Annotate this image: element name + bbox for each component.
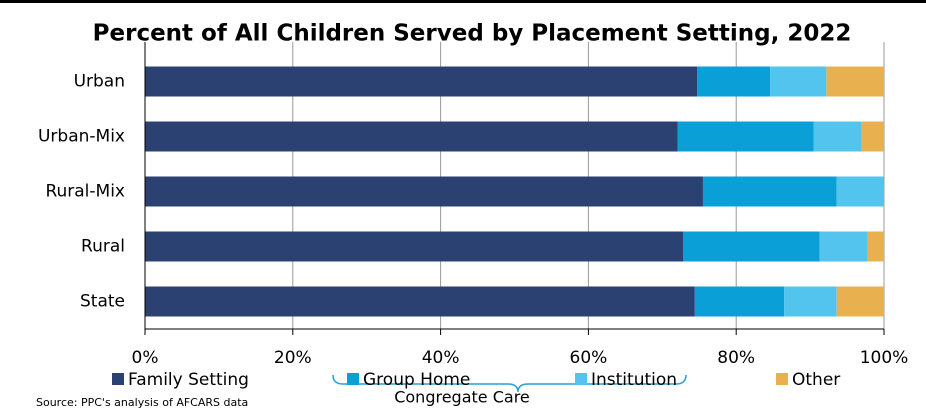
bar-segment: [697, 66, 771, 97]
bar-segment: [145, 286, 695, 317]
legend-label: Institution: [591, 370, 677, 390]
x-tick-label: 60%: [570, 348, 608, 368]
top-border: [0, 0, 926, 3]
x-tick-label: 0%: [132, 348, 159, 368]
bar-segment: [682, 231, 820, 262]
bar-segment: [861, 121, 884, 152]
y-tick-label: Rural: [81, 237, 125, 257]
y-tick-label: Urban: [74, 72, 125, 92]
y-tick-label: Urban-Mix: [38, 127, 125, 147]
legend-label: Group Home: [363, 370, 470, 390]
annotation: Congregate Care: [394, 388, 530, 407]
bar-segment: [145, 121, 678, 152]
bar-segment: [826, 66, 884, 97]
y-tick-label: Rural-Mix: [45, 182, 125, 202]
legend-label: Family Setting: [128, 370, 249, 390]
legend-swatch: [347, 373, 359, 385]
x-tick-label: 100%: [860, 348, 909, 368]
chart-title: Percent of All Children Served by Placem…: [93, 21, 852, 47]
bar-segment: [145, 176, 703, 207]
y-tick-label: State: [80, 292, 125, 312]
legend-swatch: [112, 373, 124, 385]
x-tick-label: 80%: [717, 348, 755, 368]
bar-segment: [145, 231, 683, 262]
bar-segment: [813, 121, 862, 152]
brace: [332, 374, 687, 393]
legend-swatch: [575, 373, 587, 385]
bar-segment: [145, 66, 698, 97]
bar-segment: [770, 66, 827, 97]
bar-segment: [702, 176, 837, 207]
bar-segment: [836, 176, 884, 207]
bar-segment: [819, 231, 868, 262]
legend-swatch: [776, 373, 788, 385]
x-tick-label: 40%: [422, 348, 460, 368]
legend-label: Other: [792, 370, 840, 390]
bar-segment: [677, 121, 814, 152]
source: Source: PPC's analysis of AFCARS data: [36, 396, 248, 409]
bar-segment: [784, 286, 837, 317]
x-tick-label: 20%: [274, 348, 312, 368]
bar-segment: [867, 231, 884, 262]
bar-segment: [836, 286, 884, 317]
bar-segment: [694, 286, 785, 317]
